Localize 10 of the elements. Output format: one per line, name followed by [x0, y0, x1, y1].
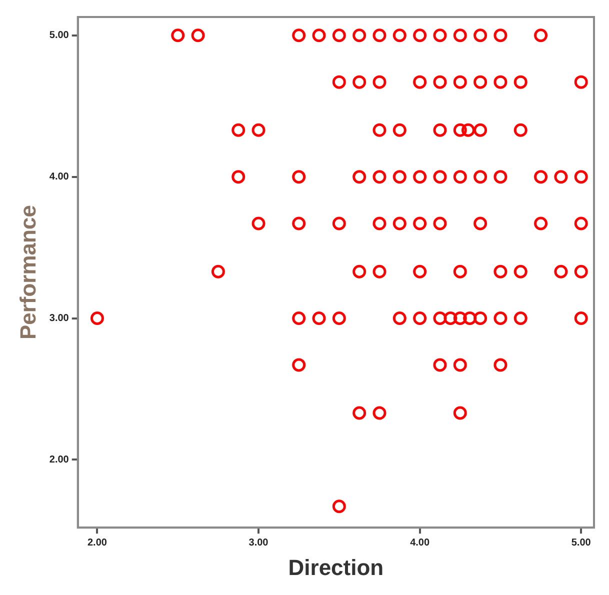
x-tick-label: 5.00	[571, 537, 592, 548]
y-tick-label: 2.00	[49, 454, 70, 466]
x-tick-label: 2.00	[87, 537, 108, 548]
x-tick-label: 3.00	[248, 537, 269, 548]
y-tick-label: 4.00	[49, 172, 70, 183]
y-axis-title: Performance	[15, 205, 40, 340]
x-axis-title: Direction	[288, 554, 384, 580]
y-tick-label: 3.00	[49, 313, 70, 324]
x-tick-label: 4.00	[410, 537, 430, 548]
y-tick-label: 5.00	[49, 30, 70, 42]
